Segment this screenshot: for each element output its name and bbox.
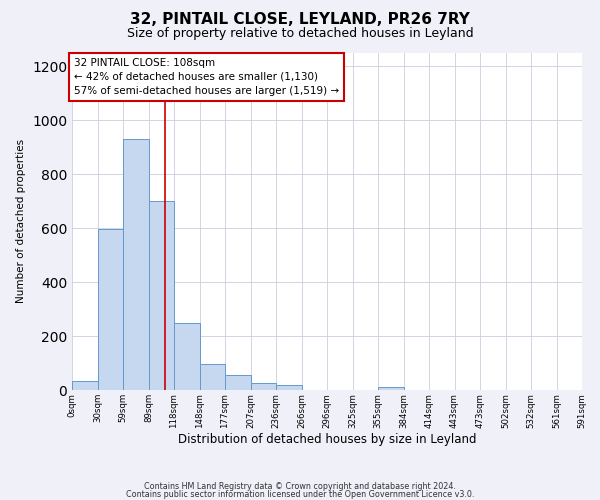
Bar xyxy=(174,323,199,390)
Bar xyxy=(72,380,97,390)
Bar xyxy=(276,385,302,390)
Bar xyxy=(378,388,404,390)
Text: 32, PINTAIL CLOSE, LEYLAND, PR26 7RY: 32, PINTAIL CLOSE, LEYLAND, PR26 7RY xyxy=(130,12,470,28)
Bar xyxy=(123,139,149,390)
Text: 32 PINTAIL CLOSE: 108sqm
← 42% of detached houses are smaller (1,130)
57% of sem: 32 PINTAIL CLOSE: 108sqm ← 42% of detach… xyxy=(74,58,339,96)
Text: Size of property relative to detached houses in Leyland: Size of property relative to detached ho… xyxy=(127,28,473,40)
Bar xyxy=(149,201,174,390)
Bar xyxy=(199,364,225,390)
Bar xyxy=(251,383,276,390)
Bar xyxy=(225,375,251,390)
Y-axis label: Number of detached properties: Number of detached properties xyxy=(16,139,26,304)
X-axis label: Distribution of detached houses by size in Leyland: Distribution of detached houses by size … xyxy=(178,433,476,446)
Text: Contains public sector information licensed under the Open Government Licence v3: Contains public sector information licen… xyxy=(126,490,474,499)
Text: Contains HM Land Registry data © Crown copyright and database right 2024.: Contains HM Land Registry data © Crown c… xyxy=(144,482,456,491)
Bar xyxy=(97,230,123,390)
